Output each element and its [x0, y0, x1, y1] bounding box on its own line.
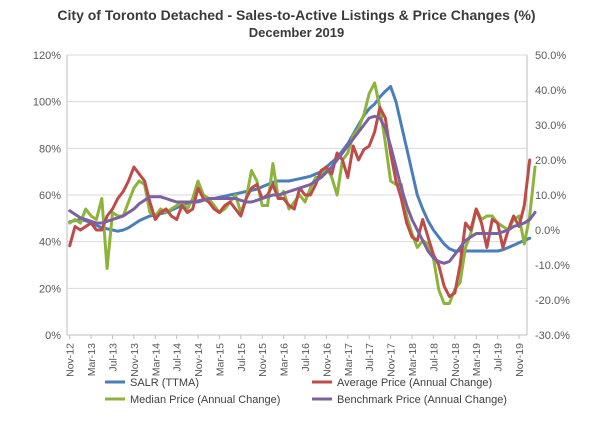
x-tick-label: Jul-13 [107, 343, 119, 372]
x-tick-label: Jul-16 [300, 343, 312, 372]
x-tick-label: Mar-18 [407, 343, 419, 376]
x-tick-label: Nov-13 [129, 343, 141, 377]
x-tick-label: Nov-14 [193, 343, 205, 377]
legend-label: Median Price (Annual Change) [130, 394, 280, 406]
y-left-tick-label: 60% [39, 190, 61, 202]
x-tick-label: Nov-12 [65, 343, 77, 377]
x-tick-label: Mar-14 [150, 343, 162, 376]
x-tick-label: Nov-16 [321, 343, 333, 377]
x-tick-label: Jul-18 [428, 343, 440, 372]
y-left-tick-label: 0% [45, 330, 61, 342]
x-tick-label: Jul-17 [364, 343, 376, 372]
legend-label: SALR (TTMA) [130, 377, 199, 389]
x-tick-label: Jul-15 [236, 343, 248, 372]
y-right-tick-label: -10.0% [535, 260, 570, 272]
x-tick-label: Jul-14 [172, 343, 184, 372]
series-line-2 [68, 106, 532, 298]
legend-label: Benchmark Price (Annual Change) [337, 394, 507, 406]
x-tick-label: Nov-15 [257, 343, 269, 377]
x-tick-label: Mar-13 [86, 343, 98, 376]
y-right-tick-label: 30.0% [535, 120, 566, 132]
y-left-tick-label: 120% [33, 50, 61, 62]
y-right-tick-label: 50.0% [535, 50, 566, 62]
y-right-tick-label: 40.0% [535, 85, 566, 97]
y-right-tick-label: 20.0% [535, 155, 566, 167]
x-tick-label: Nov-18 [450, 343, 462, 377]
chart-subtitle: December 2019 [248, 25, 345, 40]
x-tick-label: Mar-19 [471, 343, 483, 376]
chart-title: City of Toronto Detached - Sales-to-Acti… [57, 7, 536, 23]
y-left-tick-label: 20% [39, 283, 61, 295]
y-right-tick-label: -20.0% [535, 295, 570, 307]
y-left-tick-label: 80% [39, 143, 61, 155]
x-tick-label: Nov-17 [386, 343, 398, 377]
x-tick-label: Mar-16 [279, 343, 291, 376]
x-tick-label: Nov-19 [514, 343, 526, 377]
y-left-tick-label: 100% [33, 97, 61, 109]
series-line-4 [68, 114, 537, 265]
x-tick-label: Jul-19 [493, 343, 505, 372]
legend-label: Average Price (Annual Change) [337, 377, 492, 389]
y-right-tick-label: 10.0% [535, 190, 566, 202]
y-right-tick-label: -30.0% [535, 330, 570, 342]
y-right-tick-label: 0.0% [535, 225, 560, 237]
x-tick-label: Mar-17 [343, 343, 355, 376]
series-line-1 [68, 85, 532, 253]
y-left-tick-label: 40% [39, 237, 61, 249]
x-tick-label: Mar-15 [214, 343, 226, 376]
